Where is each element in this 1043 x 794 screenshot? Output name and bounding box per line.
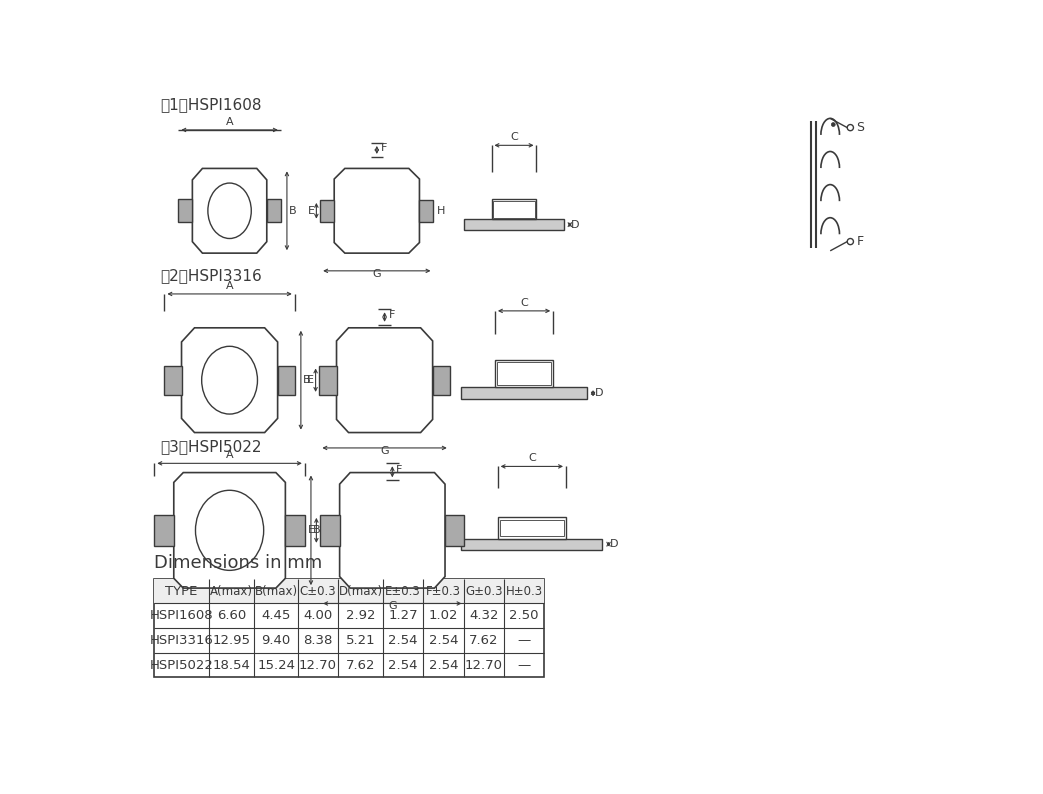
Text: A: A [225, 281, 234, 291]
Bar [500, 519, 563, 537]
Text: 2.54: 2.54 [429, 658, 458, 672]
Text: S: S [856, 121, 865, 134]
Bar [319, 365, 337, 395]
Text: G: G [372, 268, 381, 279]
Text: 12.70: 12.70 [465, 658, 503, 672]
Text: C±0.3: C±0.3 [299, 584, 336, 598]
Text: A(max): A(max) [211, 584, 253, 598]
Text: Dimensions in mm: Dimensions in mm [153, 554, 322, 572]
Text: F: F [388, 310, 395, 321]
Polygon shape [192, 168, 267, 253]
Text: C: C [528, 453, 536, 464]
Text: F: F [381, 144, 387, 153]
Text: C: C [520, 298, 528, 308]
Bar [154, 515, 174, 545]
Circle shape [847, 125, 853, 131]
Text: 15.24: 15.24 [257, 658, 295, 672]
Ellipse shape [195, 490, 264, 570]
Text: D(max): D(max) [339, 584, 383, 598]
Text: H±0.3: H±0.3 [506, 584, 542, 598]
Bar [433, 365, 450, 395]
Ellipse shape [201, 346, 258, 414]
Text: HSPI1608: HSPI1608 [150, 609, 214, 622]
Circle shape [847, 238, 853, 245]
Bar [498, 363, 551, 385]
Bar [445, 515, 464, 545]
Text: 2.92: 2.92 [346, 609, 375, 622]
Text: 4.45: 4.45 [262, 609, 291, 622]
Text: 5.21: 5.21 [345, 634, 375, 647]
Bar [498, 517, 566, 539]
Text: 4.00: 4.00 [304, 609, 333, 622]
Text: （1）HSPI1608: （1）HSPI1608 [160, 97, 262, 112]
Ellipse shape [208, 183, 251, 238]
Text: 1.27: 1.27 [388, 609, 418, 622]
Bar [461, 387, 587, 399]
Text: 9.40: 9.40 [262, 634, 291, 647]
Text: A: A [225, 117, 234, 127]
Text: D: D [610, 539, 618, 549]
Polygon shape [181, 328, 277, 433]
Bar [461, 539, 603, 549]
Text: —: — [517, 634, 531, 647]
Text: 8.38: 8.38 [304, 634, 333, 647]
Text: B: B [313, 526, 321, 535]
Text: 2.54: 2.54 [388, 658, 418, 672]
Text: D: D [572, 220, 580, 229]
Text: 18.54: 18.54 [213, 658, 250, 672]
Text: D: D [595, 388, 603, 399]
Text: F: F [396, 465, 403, 476]
Polygon shape [337, 328, 433, 433]
Polygon shape [334, 168, 419, 253]
Text: B: B [304, 376, 311, 385]
Text: 1.02: 1.02 [429, 609, 458, 622]
Text: E: E [307, 376, 314, 385]
Text: C: C [510, 133, 518, 142]
Text: B(max): B(max) [254, 584, 297, 598]
Bar [320, 200, 334, 222]
Text: 6.60: 6.60 [217, 609, 246, 622]
Text: G±0.3: G±0.3 [465, 584, 503, 598]
Text: 2.54: 2.54 [388, 634, 418, 647]
Text: G: G [388, 601, 396, 611]
Text: G: G [381, 445, 389, 456]
Text: 12.95: 12.95 [213, 634, 251, 647]
Text: F: F [856, 235, 864, 248]
Polygon shape [174, 472, 286, 588]
Bar [178, 199, 192, 222]
Text: A: A [225, 450, 234, 461]
Text: —: — [517, 658, 531, 672]
Bar [320, 515, 340, 545]
Bar [286, 515, 305, 545]
Text: 7.62: 7.62 [346, 658, 375, 672]
Text: B: B [289, 206, 297, 216]
Text: HSPI5022: HSPI5022 [149, 658, 214, 672]
Text: 12.70: 12.70 [299, 658, 337, 672]
Text: （2）HSPI3316: （2）HSPI3316 [160, 268, 262, 283]
Bar [277, 365, 295, 395]
Text: E±0.3: E±0.3 [385, 584, 421, 598]
Bar [267, 199, 281, 222]
Text: 4.32: 4.32 [469, 609, 499, 622]
Bar [464, 219, 563, 230]
Bar [495, 360, 553, 387]
Polygon shape [340, 472, 445, 588]
Text: H: H [437, 206, 445, 216]
Bar [493, 201, 535, 218]
Text: TYPE: TYPE [166, 584, 198, 598]
Bar [153, 579, 544, 603]
Text: HSPI3316: HSPI3316 [149, 634, 214, 647]
Bar [153, 579, 544, 677]
Bar [165, 365, 181, 395]
Text: 7.62: 7.62 [469, 634, 499, 647]
Bar [491, 199, 536, 219]
Text: F±0.3: F±0.3 [426, 584, 461, 598]
Circle shape [831, 122, 835, 126]
Text: E: E [308, 526, 315, 535]
Text: 2.50: 2.50 [509, 609, 539, 622]
Bar [419, 200, 434, 222]
Text: E: E [308, 206, 315, 216]
Text: （3）HSPI5022: （3）HSPI5022 [160, 439, 262, 454]
Text: 2.54: 2.54 [429, 634, 458, 647]
